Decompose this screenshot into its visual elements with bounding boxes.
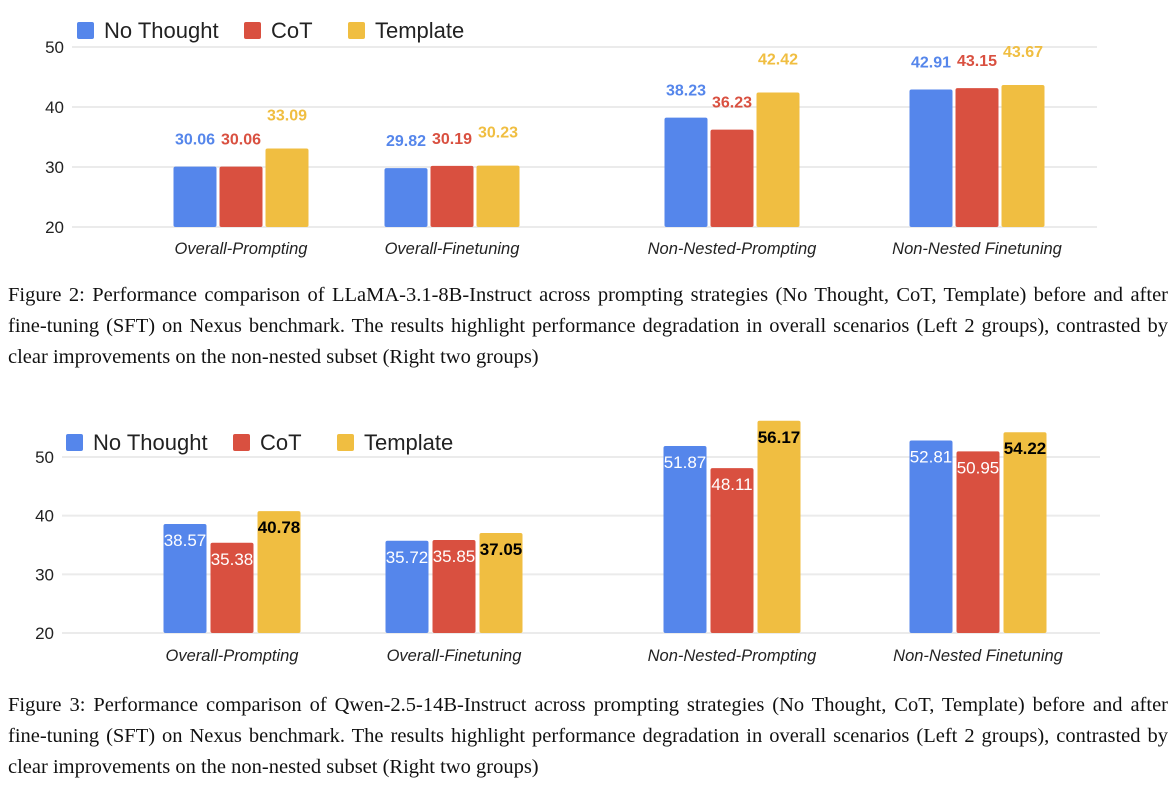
legend-swatch-cot — [244, 22, 261, 39]
bar-template-non-nested-finetuning — [1003, 432, 1047, 633]
figure-2-caption: Figure 2: Performance comparison of LLaM… — [8, 284, 1168, 368]
bar-cot-overall-finetuning — [432, 540, 476, 633]
data-label: 36.23 — [712, 95, 752, 112]
x-category-label: Overall-Finetuning — [387, 647, 523, 665]
data-label: 30.23 — [478, 125, 518, 142]
data-label: 30.19 — [432, 131, 472, 148]
data-label: 37.05 — [480, 540, 523, 559]
bar-template-overall-finetuning — [476, 165, 520, 227]
legend-label-no-thought: No Thought — [104, 18, 219, 43]
data-label: 33.09 — [267, 107, 307, 124]
x-category-label: Non-Nested-Prompting — [648, 647, 818, 665]
bar-no-thought-non-nested-prompting — [663, 446, 707, 633]
y-tick-label: 40 — [35, 507, 54, 526]
bar-cot-overall-finetuning — [430, 165, 474, 227]
bar-cot-overall-prompting — [219, 166, 263, 227]
bar-template-overall-finetuning — [479, 532, 523, 633]
bar-no-thought-overall-finetuning — [384, 168, 428, 227]
bar-template-overall-prompting — [257, 511, 301, 633]
figure-2-chart: 20 30 40 50 30.06 30.06 33.09 Overall-Prompting… — [0, 0, 1176, 262]
legend-label-no-thought: No Thought — [93, 430, 208, 455]
data-label: 38.23 — [666, 83, 706, 100]
legend-label-template: Template — [375, 18, 464, 43]
y-tick-label: 40 — [45, 98, 64, 117]
bar-template-non-nested-prompting — [757, 420, 801, 633]
y-tick-label: 30 — [45, 158, 64, 177]
x-category-label: Overall-Finetuning — [385, 240, 521, 258]
figure-3-chart: 20 30 40 50 38.57 35.38 40.78 Overall-Prompting… — [0, 420, 1176, 670]
data-label: 38.57 — [164, 531, 207, 550]
data-label: 40.78 — [258, 518, 301, 537]
legend-swatch-template — [337, 434, 354, 451]
bar-template-non-nested-prompting — [756, 92, 800, 227]
bar-cot-non-nested-finetuning — [956, 451, 1000, 633]
bar-cot-non-nested-prompting — [710, 468, 754, 633]
x-category-label: Overall-Prompting — [175, 240, 309, 258]
legend-swatch-no-thought — [77, 22, 94, 39]
legend-label-cot: CoT — [271, 18, 313, 43]
x-category-label: Non-Nested Finetuning — [892, 240, 1063, 258]
legend-label-template: Template — [364, 430, 453, 455]
y-tick-label: 50 — [45, 38, 64, 57]
data-label: 56.17 — [758, 428, 801, 447]
x-category-label: Overall-Prompting — [166, 647, 300, 665]
data-label: 51.87 — [664, 453, 707, 472]
bar-no-thought-non-nested-finetuning — [909, 440, 953, 633]
data-label: 29.82 — [386, 133, 426, 150]
legend-swatch-no-thought — [66, 434, 83, 451]
y-tick-label: 50 — [35, 448, 54, 467]
figure-3-caption: Figure 3: Performance comparison of Qwen… — [8, 694, 1168, 778]
bar-no-thought-overall-finetuning — [385, 540, 429, 633]
bar-template-non-nested-finetuning — [1001, 84, 1045, 227]
legend-swatch-cot — [233, 434, 250, 451]
y-tick-label: 30 — [35, 565, 54, 584]
data-label: 35.72 — [386, 548, 429, 567]
data-label: 35.85 — [433, 547, 476, 566]
data-label: 48.11 — [711, 475, 752, 494]
bar-no-thought-overall-prompting — [173, 166, 217, 227]
bar-cot-overall-prompting — [210, 542, 254, 633]
legend-swatch-template — [348, 22, 365, 39]
data-label: 52.81 — [910, 448, 953, 467]
y-tick-label: 20 — [45, 218, 64, 237]
data-label: 42.91 — [911, 55, 951, 72]
y-tick-label: 20 — [35, 624, 54, 643]
bar-cot-non-nested-finetuning — [955, 88, 999, 227]
data-label: 30.06 — [175, 132, 215, 149]
data-label: 42.42 — [758, 51, 798, 68]
x-category-label: Non-Nested-Prompting — [648, 240, 818, 258]
bar-no-thought-overall-prompting — [163, 524, 207, 633]
data-label: 43.15 — [957, 53, 997, 70]
data-label: 50.95 — [957, 458, 1000, 477]
bar-cot-non-nested-prompting — [710, 129, 754, 227]
legend-label-cot: CoT — [260, 430, 302, 455]
x-category-label: Non-Nested Finetuning — [893, 647, 1064, 665]
bar-no-thought-non-nested-prompting — [664, 117, 708, 227]
figure-2-bar-chart: 20 30 40 50 30.06 30.06 33.09 Overall-Prompting… — [45, 18, 1097, 258]
data-label: 30.06 — [221, 132, 261, 149]
bar-template-overall-prompting — [265, 148, 309, 227]
data-label: 54.22 — [1004, 439, 1047, 458]
bar-no-thought-non-nested-finetuning — [909, 89, 953, 227]
data-label: 43.67 — [1003, 44, 1043, 61]
data-label: 35.38 — [211, 550, 254, 569]
